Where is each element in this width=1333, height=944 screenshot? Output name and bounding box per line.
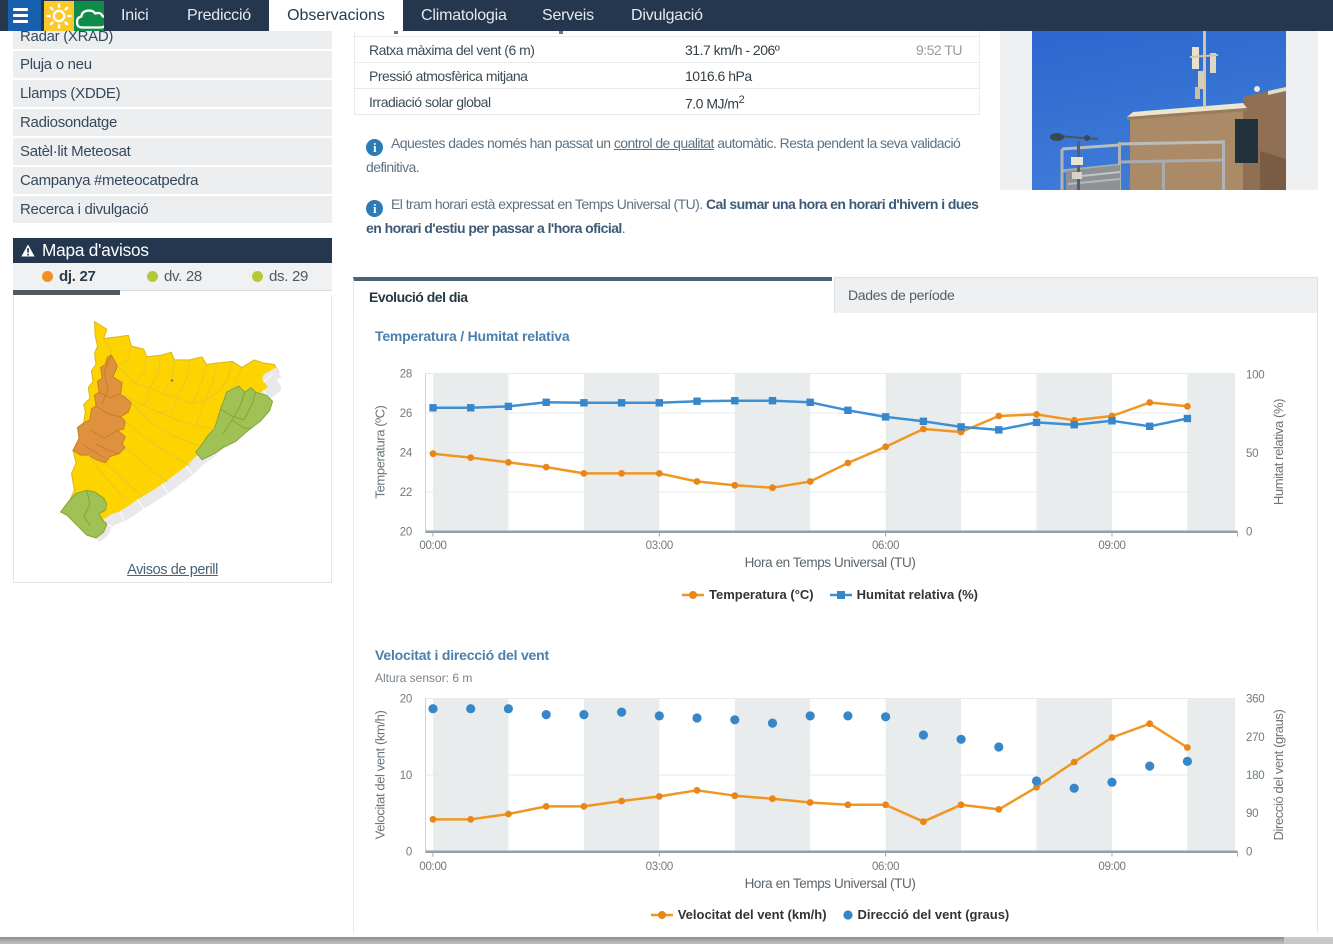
svg-text:90: 90 <box>1246 808 1258 820</box>
svg-text:09:00: 09:00 <box>1098 540 1125 552</box>
svg-text:06:00: 06:00 <box>872 861 899 873</box>
svg-text:Direcció del vent (graus): Direcció del vent (graus) <box>1271 709 1286 840</box>
svg-text:20: 20 <box>400 527 412 539</box>
svg-text:26: 26 <box>400 408 412 420</box>
svg-text:Velocitat i direcció del vent: Velocitat i direcció del vent <box>375 647 549 663</box>
svg-text:50: 50 <box>1246 448 1258 460</box>
svg-text:00:00: 00:00 <box>419 540 446 552</box>
svg-text:Hora en Temps Universal (TU): Hora en Temps Universal (TU) <box>745 555 916 570</box>
svg-text:Temperatura / Humitat relativa: Temperatura / Humitat relativa <box>375 328 570 344</box>
svg-text:Hora en Temps Universal (TU): Hora en Temps Universal (TU) <box>745 876 916 891</box>
svg-text:06:00: 06:00 <box>872 540 899 552</box>
svg-text:270: 270 <box>1246 732 1264 744</box>
svg-text:Velocitat del vent (km/h): Velocitat del vent (km/h) <box>373 711 388 840</box>
svg-text:03:00: 03:00 <box>646 861 673 873</box>
svg-text:10: 10 <box>400 770 412 782</box>
svg-text:180: 180 <box>1246 770 1264 782</box>
svg-text:24: 24 <box>400 448 413 460</box>
svg-text:20: 20 <box>400 694 412 706</box>
svg-text:360: 360 <box>1246 694 1264 706</box>
svg-text:28: 28 <box>400 369 412 381</box>
svg-text:00:00: 00:00 <box>419 861 446 873</box>
svg-text:09:00: 09:00 <box>1098 861 1125 873</box>
svg-text:0: 0 <box>1246 527 1252 539</box>
svg-text:100: 100 <box>1246 370 1264 382</box>
svg-text:0: 0 <box>1246 847 1252 859</box>
svg-text:Altura sensor: 6 m: Altura sensor: 6 m <box>375 671 472 685</box>
svg-text:22: 22 <box>400 487 412 499</box>
svg-text:Temperatura (ºC): Temperatura (ºC) <box>373 405 388 498</box>
svg-text:03:00: 03:00 <box>646 540 673 552</box>
svg-text:0: 0 <box>406 847 412 859</box>
svg-text:Humitat relativa (%): Humitat relativa (%) <box>1271 399 1286 505</box>
